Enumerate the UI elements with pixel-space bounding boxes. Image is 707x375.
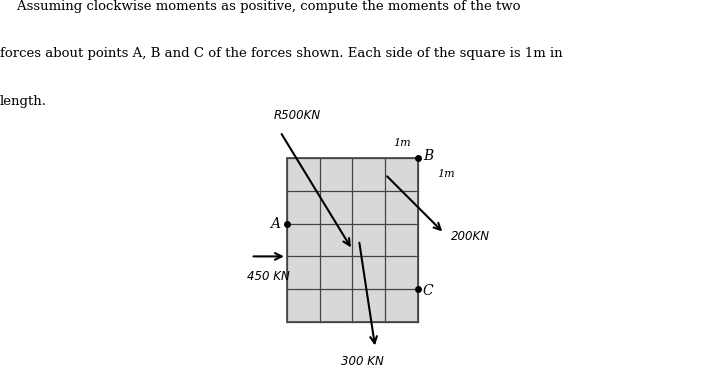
Text: 450 KN: 450 KN xyxy=(247,270,290,282)
Text: R500KN: R500KN xyxy=(274,109,321,122)
Text: Assuming clockwise moments as positive, compute the moments of the two: Assuming clockwise moments as positive, … xyxy=(0,0,520,13)
Text: 1m: 1m xyxy=(393,138,410,148)
Text: A: A xyxy=(270,217,280,231)
Text: C: C xyxy=(423,284,433,298)
Text: 1m: 1m xyxy=(438,170,455,179)
Text: 200KN: 200KN xyxy=(451,230,490,243)
Text: 300 KN: 300 KN xyxy=(341,355,384,368)
Bar xyxy=(287,158,418,322)
Text: length.: length. xyxy=(0,94,47,108)
Text: B: B xyxy=(423,149,433,164)
Text: forces about points A, B and C of the forces shown. Each side of the square is 1: forces about points A, B and C of the fo… xyxy=(0,47,563,60)
